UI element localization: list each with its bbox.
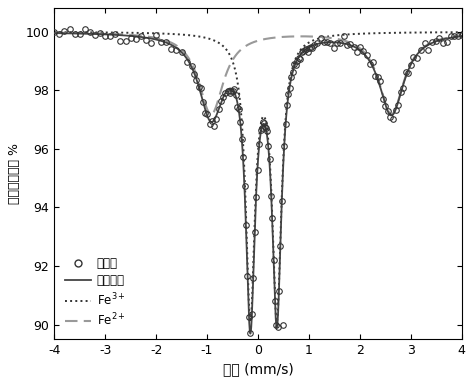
X-axis label: 速率 (mm/s): 速率 (mm/s) — [223, 363, 293, 377]
Legend: 测试点, 拟合曲线, Fe$^{3+}$, Fe$^{2+}$: 测试点, 拟合曲线, Fe$^{3+}$, Fe$^{2+}$ — [60, 252, 130, 333]
Y-axis label: 相对吸收强度 %: 相对吸收强度 % — [9, 143, 21, 204]
